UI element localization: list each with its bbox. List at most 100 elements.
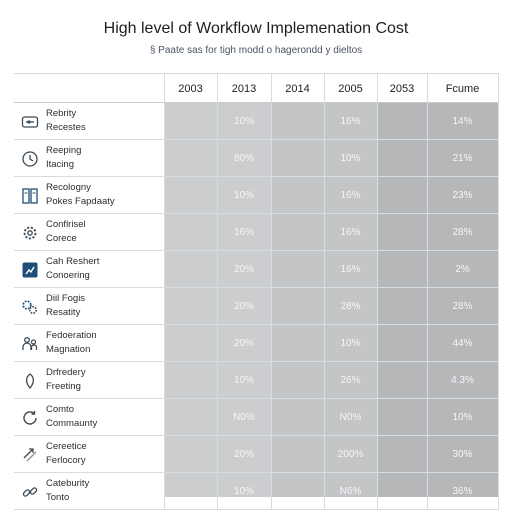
row-label-line: Magnation bbox=[46, 344, 91, 355]
row-label: Drfredery Freeting bbox=[46, 366, 86, 394]
row-divider bbox=[14, 213, 498, 214]
people-icon bbox=[20, 334, 40, 354]
row-divider bbox=[14, 472, 498, 473]
row-label-line: Resatity bbox=[46, 307, 81, 318]
refresh-icon bbox=[20, 408, 40, 428]
row-label: Cateburity Tonto bbox=[46, 477, 89, 505]
row-label-line: Conflrisel bbox=[46, 219, 86, 230]
row-label: Diil Fogis Resatity bbox=[46, 292, 85, 320]
column-header: 2014 bbox=[271, 73, 324, 103]
arrows-icon bbox=[20, 445, 40, 465]
data-label: 4.3% bbox=[451, 375, 474, 386]
chart-icon bbox=[20, 260, 40, 280]
data-label: 10% bbox=[233, 116, 254, 127]
row-label-line: Commaunty bbox=[46, 418, 98, 429]
data-label: 16% bbox=[340, 227, 361, 238]
data-label: 20% bbox=[233, 301, 254, 312]
data-label: 20% bbox=[233, 264, 254, 275]
row-divider bbox=[14, 361, 498, 362]
column-header: 2053 bbox=[377, 73, 427, 103]
table-row: Cereetice Ferlocory bbox=[14, 436, 164, 473]
column-divider bbox=[164, 73, 165, 510]
data-label: N0% bbox=[339, 412, 362, 423]
row-label-line: Cateburity bbox=[46, 478, 90, 489]
row-label-line: Comto bbox=[46, 404, 74, 415]
column-divider bbox=[271, 73, 272, 510]
row-label: Reeping Itacing bbox=[46, 144, 81, 172]
row-label-line: Cereetice bbox=[46, 441, 87, 452]
data-label: 10% bbox=[340, 153, 361, 164]
data-label: 20% bbox=[233, 449, 254, 460]
data-label: 16% bbox=[340, 190, 361, 201]
data-label: 10% bbox=[452, 412, 473, 423]
row-divider bbox=[14, 287, 498, 288]
row-label-line: Conoering bbox=[46, 270, 90, 281]
row-label-line: Rebrity bbox=[46, 108, 77, 119]
data-label: 16% bbox=[340, 264, 361, 275]
column-header: 2013 bbox=[217, 73, 271, 103]
data-label: 10% bbox=[340, 338, 361, 349]
column-shading bbox=[377, 103, 498, 497]
row-divider bbox=[14, 324, 498, 325]
column-divider bbox=[377, 73, 378, 510]
table-row: Cah Reshert Conoering bbox=[14, 251, 164, 288]
data-label: 20% bbox=[233, 338, 254, 349]
row-divider bbox=[14, 250, 498, 251]
document-icon bbox=[20, 186, 40, 206]
data-label: 14% bbox=[452, 116, 473, 127]
row-label-line: Recologny bbox=[46, 182, 91, 193]
table-row: Diil Fogis Resatity bbox=[14, 288, 164, 325]
data-label: 26% bbox=[340, 375, 361, 386]
link-icon bbox=[20, 482, 40, 502]
row-label-line: Cah Reshert bbox=[46, 256, 100, 267]
data-label: 10% bbox=[233, 375, 254, 386]
chart-title: High level of Workflow Implemenation Cos… bbox=[103, 20, 409, 37]
cost-table: 2003 2013 2014 2005 2053 Fcume Rebrity Receste… bbox=[14, 73, 499, 510]
row-label-line: Reeping bbox=[46, 145, 82, 156]
table-row: Reeping Itacing bbox=[14, 140, 164, 177]
row-label: Cereetice Ferlocory bbox=[46, 440, 87, 468]
data-label: 28% bbox=[452, 301, 473, 312]
data-label: 200% bbox=[337, 449, 364, 460]
row-divider bbox=[14, 435, 498, 436]
column-divider bbox=[324, 73, 325, 510]
table-row: Drfredery Freeting bbox=[14, 362, 164, 399]
row-label-line: Fedoeration bbox=[46, 330, 97, 341]
column-divider bbox=[427, 73, 428, 510]
gear-icon bbox=[20, 223, 40, 243]
row-label-line: Drfredery bbox=[46, 367, 86, 378]
data-label: 10% bbox=[233, 190, 254, 201]
row-label-line: Itacing bbox=[46, 159, 74, 170]
row-divider bbox=[14, 176, 498, 177]
column-header: Fcume bbox=[427, 73, 498, 103]
row-label-line: Tonto bbox=[46, 492, 70, 503]
header-label-blank bbox=[14, 73, 164, 103]
table-row: Conflrisel Corece bbox=[14, 214, 164, 251]
data-label: N6% bbox=[339, 486, 362, 497]
data-label: 28% bbox=[340, 301, 361, 312]
row-label: Comto Commaunty bbox=[46, 403, 97, 431]
data-label: 10% bbox=[233, 486, 254, 497]
table-row: Cateburity Tonto bbox=[14, 473, 164, 510]
row-divider bbox=[14, 509, 498, 510]
chart-subtitle: § Paate sas for tigh modd o hagerondd y … bbox=[149, 45, 363, 56]
row-label-line: Freeting bbox=[46, 381, 81, 392]
row-label: Fedoeration Magnation bbox=[46, 329, 97, 357]
table-row: Recologny Pokes Fapdaaty bbox=[14, 177, 164, 214]
row-label-line: Ferlocory bbox=[46, 455, 86, 466]
column-header: 2003 bbox=[164, 73, 217, 103]
sliders-icon bbox=[20, 112, 40, 132]
row-label-line: Recestes bbox=[46, 122, 86, 133]
column-header: 2005 bbox=[324, 73, 377, 103]
clock-icon bbox=[20, 149, 40, 169]
row-label-line: Pokes Fapdaaty bbox=[46, 196, 115, 207]
data-label: 28% bbox=[452, 227, 473, 238]
data-label: 2% bbox=[455, 264, 470, 275]
row-label: Conflrisel Corece bbox=[46, 218, 86, 246]
data-label: 30% bbox=[452, 449, 473, 460]
data-label: N0% bbox=[233, 412, 255, 423]
row-label: Cah Reshert Conoering bbox=[46, 255, 99, 283]
column-divider bbox=[217, 73, 218, 510]
table-row: Rebrity Recestes bbox=[14, 103, 164, 140]
table-row: Comto Commaunty bbox=[14, 399, 164, 436]
